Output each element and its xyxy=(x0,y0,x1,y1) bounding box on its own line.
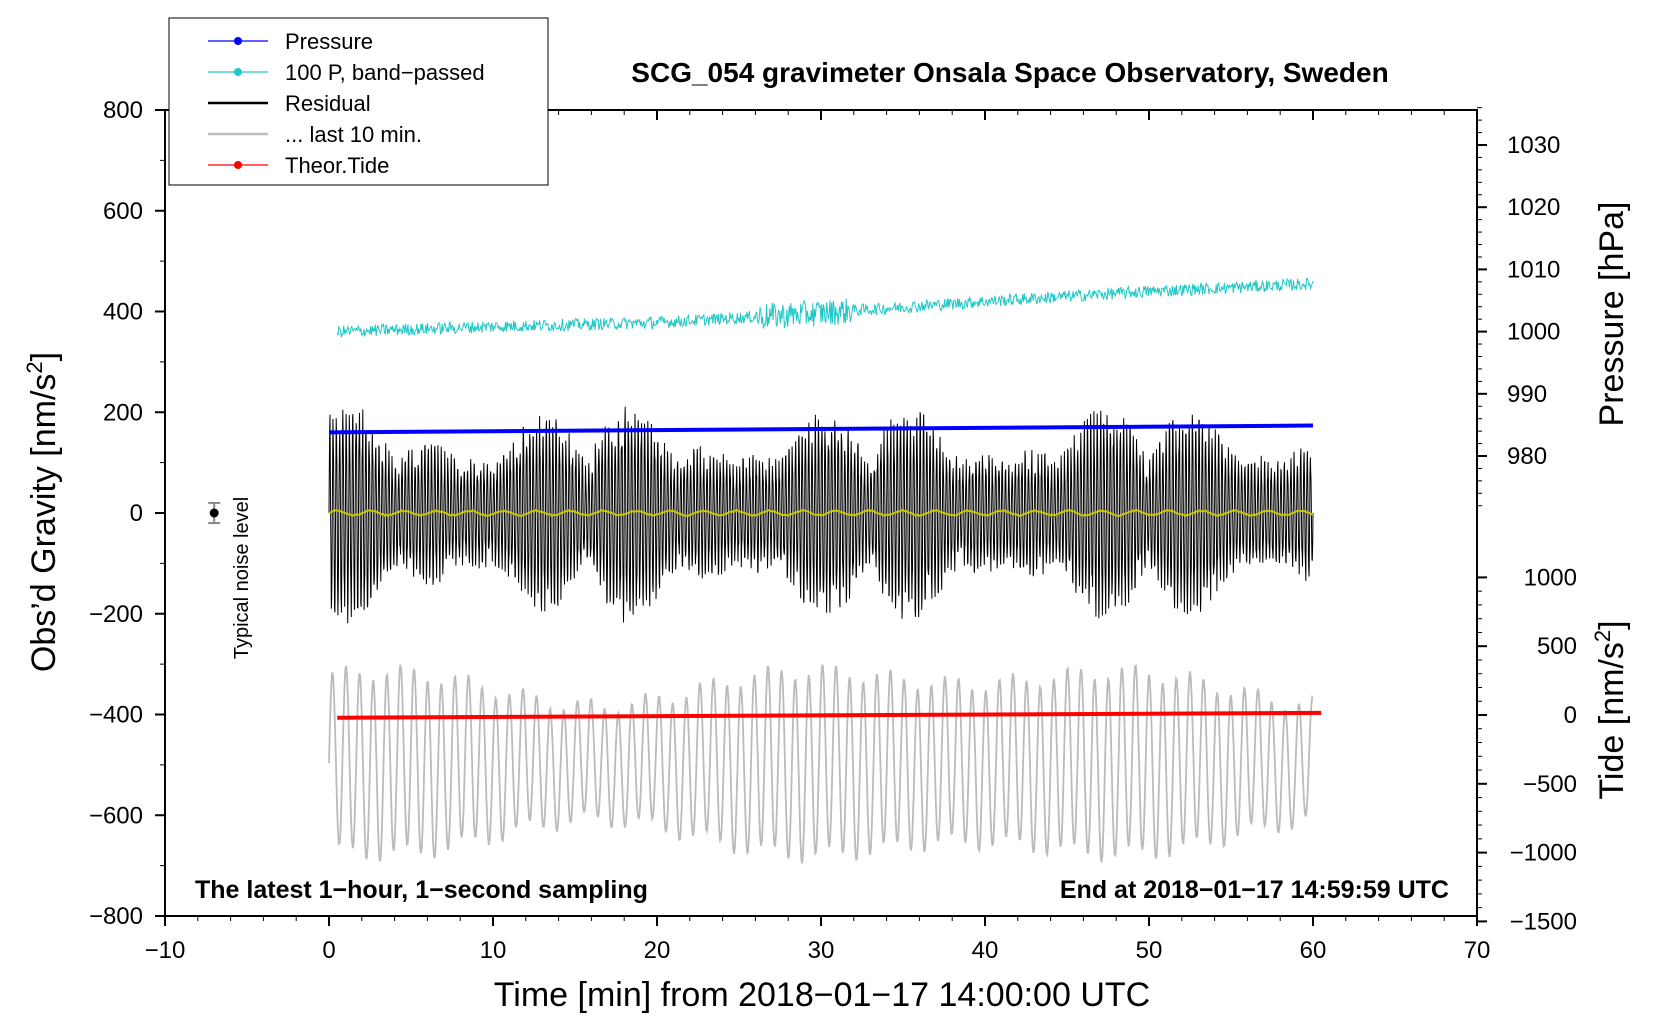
y-tick-label: −600 xyxy=(89,802,143,829)
pressure-tick-label: 990 xyxy=(1507,381,1547,408)
last-10-min-series xyxy=(328,664,1314,864)
x-axis-label: Time [min] from 2018−01−17 14:00:00 UTC xyxy=(494,976,1150,1014)
y-tick-label: −400 xyxy=(89,702,143,729)
tide-label-sup: 2 xyxy=(1590,630,1615,642)
x-tick-label: −10 xyxy=(145,937,186,964)
legend: Pressure 100 P, band−passed Residual ... la… xyxy=(168,17,549,186)
pressure-tick-label: 1010 xyxy=(1507,256,1560,283)
pressure-tick-label: 1020 xyxy=(1507,194,1560,221)
theoretical-tide-series xyxy=(337,710,1322,720)
legend-label: ... last 10 min. xyxy=(285,122,422,147)
y-tick-label: 400 xyxy=(103,299,143,326)
bandpassed-pressure-series xyxy=(336,277,1314,338)
x-tick-label: 10 xyxy=(480,937,507,964)
mean-residual-line xyxy=(328,508,1314,518)
y-tick-label: −800 xyxy=(89,903,143,930)
y-tick-label: 600 xyxy=(103,198,143,225)
tide-tick-label: −1500 xyxy=(1510,908,1577,935)
tide-tick-label: 500 xyxy=(1537,633,1577,660)
x-tick-label: 30 xyxy=(808,937,835,964)
chart-title: SCG_054 gravimeter Onsala Space Observat… xyxy=(631,57,1388,88)
y-left-label-end: ] xyxy=(25,352,63,361)
legend-marker xyxy=(234,161,242,169)
pressure-tick-label: 1000 xyxy=(1507,319,1560,346)
annotation-left: The latest 1−hour, 1−second sampling xyxy=(195,876,648,904)
tide-label-main: Tide [nm/s xyxy=(1593,642,1631,799)
y-tick-label: 800 xyxy=(103,97,143,124)
legend-label: Pressure xyxy=(285,29,373,54)
bandpassed-pressure-line xyxy=(336,277,1314,338)
residual-series xyxy=(328,406,1314,624)
x-tick-label: 60 xyxy=(1300,937,1327,964)
y-left-axis-ticks: 800 600 400 200 0 −200 −400 −600 −800 xyxy=(89,97,165,930)
noise-point xyxy=(209,508,219,518)
tide-tick-label: −1000 xyxy=(1510,840,1577,867)
pressure-tick-label: 1030 xyxy=(1507,132,1560,159)
legend-marker xyxy=(234,37,242,45)
annotation-right: End at 2018−01−17 14:59:59 UTC xyxy=(1060,876,1449,904)
y-tick-label: 200 xyxy=(103,399,143,426)
y-left-label-main: Obs’d Gravity [nm/s xyxy=(25,374,63,673)
theoretical-tide-line xyxy=(337,710,1322,720)
pressure-series xyxy=(328,423,1314,435)
pressure-axis-ticks: 1030 1020 1010 1000 990 980 xyxy=(1477,107,1560,507)
pressure-axis-label: Pressure [hPa] xyxy=(1593,202,1631,427)
last-10-min-line xyxy=(328,664,1314,864)
tide-tick-label: −500 xyxy=(1523,771,1577,798)
x-axis-ticks: −10 0 10 20 30 40 50 60 70 xyxy=(145,110,1491,964)
tide-axis-label: Tide [nm/s2] xyxy=(1590,620,1631,799)
residual-line xyxy=(328,406,1314,624)
tide-axis-ticks: 1000 500 0 −500 −1000 −1500 xyxy=(1477,564,1577,935)
noise-level-marker xyxy=(208,501,221,525)
x-tick-label: 70 xyxy=(1464,937,1491,964)
y-tick-label: −200 xyxy=(89,601,143,628)
tide-label-end: ] xyxy=(1593,620,1631,629)
x-tick-label: 50 xyxy=(1136,937,1163,964)
legend-marker xyxy=(234,68,242,76)
legend-label: Residual xyxy=(285,91,371,116)
noise-level-label: Typical noise level xyxy=(231,497,253,659)
tide-tick-label: 0 xyxy=(1564,702,1577,729)
x-tick-label: 20 xyxy=(644,937,671,964)
legend-label: Theor.Tide xyxy=(285,153,389,178)
legend-box xyxy=(168,17,549,186)
pressure-tick-label: 980 xyxy=(1507,443,1547,470)
legend-label: 100 P, band−passed xyxy=(285,60,485,85)
x-tick-label: 40 xyxy=(972,937,999,964)
y-left-label-sup: 2 xyxy=(22,361,47,373)
tide-tick-label: 1000 xyxy=(1524,564,1577,591)
y-tick-label: 0 xyxy=(130,500,143,527)
mean-residual-series xyxy=(328,508,1314,518)
y-left-axis-label: Obs’d Gravity [nm/s2] xyxy=(22,352,63,672)
x-tick-label: 0 xyxy=(322,937,335,964)
pressure-line xyxy=(328,423,1314,435)
